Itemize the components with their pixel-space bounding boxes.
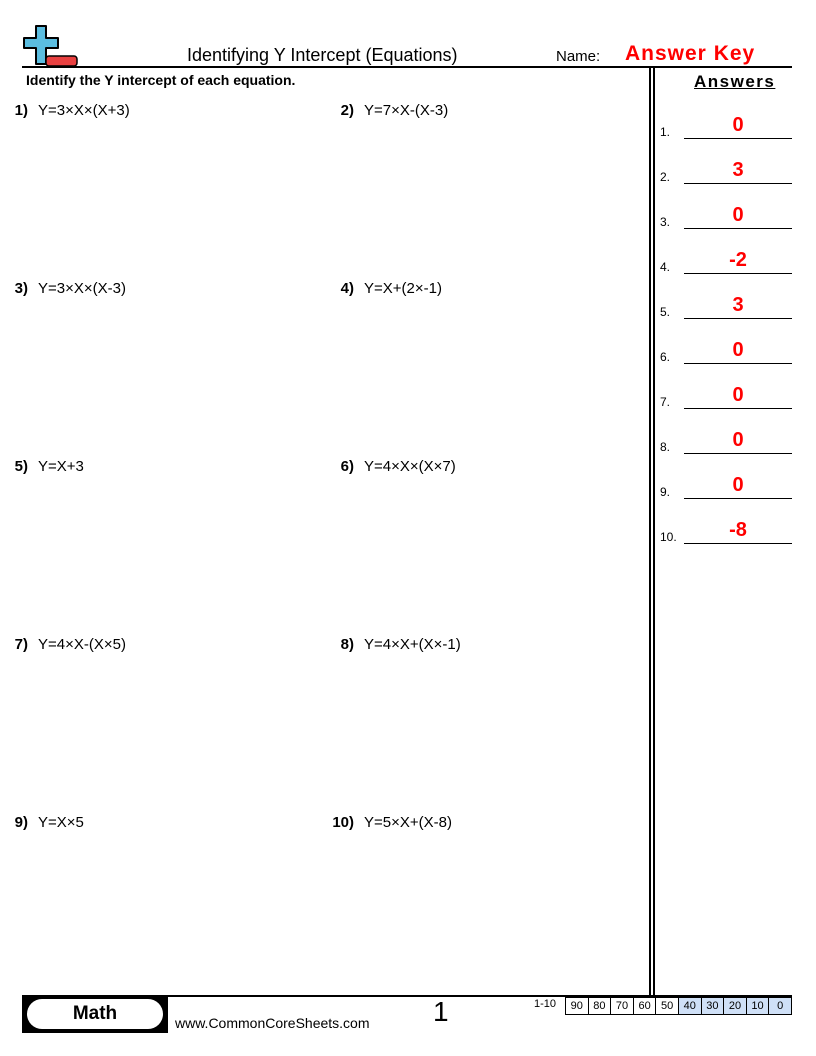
answer-number: 1. [660, 125, 671, 139]
answer-number: 9. [660, 485, 671, 499]
problem-number: 2) [340, 102, 354, 119]
score-cell: 20 [723, 998, 746, 1014]
answer-value: 0 [732, 429, 744, 451]
problem-item: 10) Y=5×X+(X-8) [330, 814, 452, 831]
answer-item: 1. 0 [660, 114, 792, 139]
answers-heading: Answers [694, 72, 776, 91]
answer-value: -8 [729, 519, 747, 541]
answer-item: 9. 0 [660, 474, 792, 499]
score-cell: 40 [677, 998, 701, 1014]
problem-number: 3) [14, 280, 28, 297]
answer-line [684, 183, 792, 184]
answer-number: 6. [660, 350, 671, 364]
answer-value: 0 [732, 114, 744, 136]
problem-item: 4) Y=X+(2×-1) [330, 280, 442, 297]
name-label: Name: [556, 48, 601, 65]
problem-item: 5) Y=X+3 [4, 458, 84, 475]
answer-number: 5. [660, 305, 671, 319]
answer-number: 2. [660, 170, 671, 184]
score-cell: 80 [587, 998, 611, 1014]
problem-equation: Y=X+3 [38, 458, 84, 475]
page-number: 1 [433, 996, 449, 1027]
score-cell: 30 [700, 998, 724, 1014]
problem-equation: Y=5×X+(X-8) [364, 814, 452, 831]
answer-item: 7. 0 [660, 384, 792, 409]
score-cell: 70 [610, 998, 633, 1014]
problem-equation: Y=7×X-(X-3) [364, 102, 449, 119]
problem-number: 5) [14, 458, 28, 475]
header-divider [22, 66, 792, 68]
problem-item: 9) Y=X×5 [4, 814, 84, 831]
score-cell: 10 [745, 998, 769, 1014]
problem-number: 6) [340, 458, 354, 475]
answer-value: 3 [732, 159, 744, 181]
answer-column-divider [653, 68, 655, 996]
problem-item: 8) Y=4×X+(X×-1) [330, 636, 461, 653]
answer-number: 10. [660, 530, 677, 544]
problem-item: 3) Y=3×X×(X-3) [4, 280, 126, 297]
problem-number: 8) [340, 636, 354, 653]
problem-number: 1) [14, 102, 28, 119]
answer-number: 8. [660, 440, 671, 454]
answer-line [684, 318, 792, 319]
problem-number: 10) [332, 814, 354, 831]
answer-line [684, 498, 792, 499]
answer-line [684, 363, 792, 364]
problem-equation: Y=4×X+(X×-1) [364, 636, 461, 653]
answer-line [684, 408, 792, 409]
problem-number: 9) [14, 814, 28, 831]
problem-item: 7) Y=4×X-(X×5) [4, 636, 126, 653]
answer-item: 8. 0 [660, 429, 792, 454]
footer-divider [22, 995, 792, 997]
answer-item: 3. 0 [660, 204, 792, 229]
answer-line [684, 543, 792, 544]
answer-line [684, 453, 792, 454]
problem-equation: Y=3×X×(X-3) [38, 280, 126, 297]
answer-item: 10. -8 [660, 519, 792, 544]
problem-item: 1) Y=3×X×(X+3) [4, 102, 130, 119]
website-url: www.CommonCoreSheets.com [175, 1015, 370, 1031]
answer-value: 0 [732, 339, 744, 361]
score-cell: 0 [768, 998, 791, 1014]
problem-equation: Y=X×5 [38, 814, 84, 831]
answer-line [684, 138, 792, 139]
answer-line [684, 228, 792, 229]
problem-equation: Y=4×X-(X×5) [38, 636, 126, 653]
answer-number: 7. [660, 395, 671, 409]
score-cell: 60 [632, 998, 656, 1014]
problem-item: 2) Y=7×X-(X-3) [330, 102, 449, 119]
answer-item: 2. 3 [660, 159, 792, 184]
problem-equation: Y=4×X×(X×7) [364, 458, 456, 475]
answer-value: -2 [729, 249, 747, 271]
answer-item: 6. 0 [660, 339, 792, 364]
answer-value: 0 [732, 204, 744, 226]
problem-number: 7) [14, 636, 28, 653]
subject-label: Math [27, 999, 163, 1029]
answer-item: 4. -2 [660, 249, 792, 274]
score-table: 90 80 70 60 50 40 30 20 10 0 [565, 997, 792, 1015]
answer-value: 3 [732, 294, 744, 316]
worksheet-title: Identifying Y Intercept (Equations) [187, 45, 458, 65]
problem-equation: Y=3×X×(X+3) [38, 102, 130, 119]
problem-equation: Y=X+(2×-1) [364, 280, 442, 297]
answer-number: 3. [660, 215, 671, 229]
answer-line [684, 273, 792, 274]
answer-value: 0 [732, 474, 744, 496]
plus-minus-logo-icon [23, 25, 78, 67]
score-cell: 50 [655, 998, 678, 1014]
answer-value: 0 [732, 384, 744, 406]
answer-column-divider [649, 68, 651, 996]
score-range: 1-10 [534, 998, 557, 1010]
score-cell: 90 [570, 1000, 583, 1012]
name-value: Answer Key [625, 42, 756, 65]
answer-item: 5. 3 [660, 294, 792, 319]
problem-number: 4) [340, 280, 354, 297]
problem-item: 6) Y=4×X×(X×7) [330, 458, 456, 475]
answer-number: 4. [660, 260, 671, 274]
instructions: Identify the Y intercept of each equatio… [26, 72, 296, 88]
